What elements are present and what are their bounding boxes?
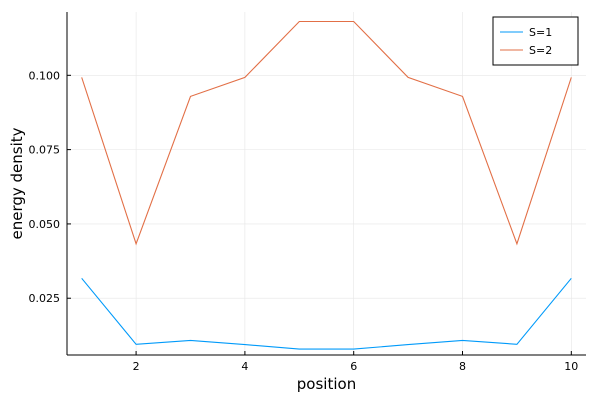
x-tick-label: 6 <box>350 360 357 373</box>
y-axis-title: energy density <box>8 127 26 239</box>
y-tick-label: 0.075 <box>29 144 61 157</box>
x-tick-label: 4 <box>241 360 248 373</box>
series-line-1 <box>81 277 572 350</box>
grid-lines <box>67 12 586 355</box>
x-tick-label: 8 <box>459 360 466 373</box>
legend-label: S=2 <box>529 44 552 57</box>
axis-ticks: 2 4 6 8 10 0.025 0.050 0.075 0.100 <box>29 69 579 373</box>
legend-label: S=1 <box>529 26 552 39</box>
y-tick-label: 0.025 <box>29 292 61 305</box>
x-tick-label: 2 <box>133 360 140 373</box>
series-line-2 <box>81 20 572 246</box>
legend: S=1S=2 <box>492 16 579 66</box>
x-axis-title: position <box>297 375 356 393</box>
y-tick-label: 0.050 <box>29 218 61 231</box>
series-lines <box>81 20 572 350</box>
y-tick-label: 0.100 <box>29 69 61 82</box>
x-tick-label: 10 <box>564 360 578 373</box>
legend-box <box>492 16 579 66</box>
